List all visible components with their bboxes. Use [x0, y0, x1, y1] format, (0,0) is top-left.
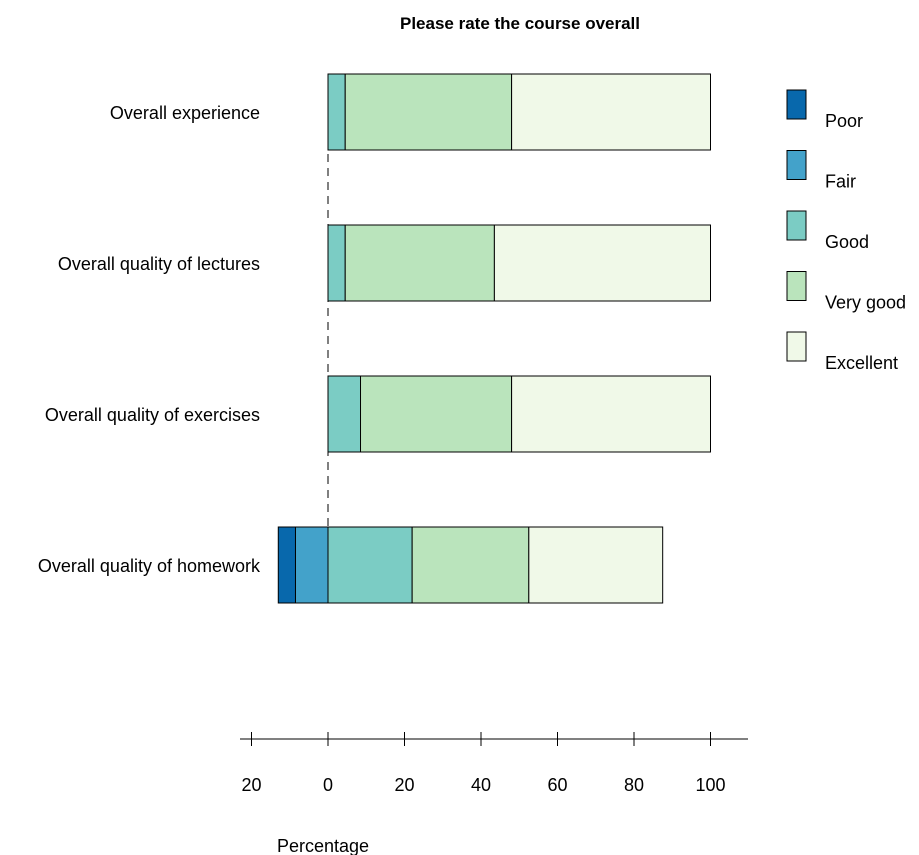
x-axis-title: Percentage: [277, 836, 369, 855]
legend-label: Excellent: [825, 353, 898, 373]
bar-segment: [327, 224, 346, 302]
legend-swatch: [786, 89, 807, 120]
bars: [277, 73, 712, 604]
bar-segment: [277, 526, 296, 604]
bar-segment: [294, 526, 329, 604]
x-tick-label: 80: [624, 775, 644, 795]
bar-segment: [411, 526, 530, 604]
bar-segment: [360, 375, 513, 453]
category-label: Overall quality of exercises: [45, 405, 260, 425]
legend-swatch: [786, 210, 807, 241]
x-tick-label: 0: [323, 775, 333, 795]
legend-swatch: [786, 331, 807, 362]
category-label: Overall experience: [110, 103, 260, 123]
x-tick-label: 100: [695, 775, 725, 795]
category-label: Overall quality of lectures: [58, 254, 260, 274]
category-labels: Overall experience Overall quality of lec…: [38, 103, 261, 576]
bar-segment: [327, 73, 346, 151]
bar-segment: [327, 526, 413, 604]
x-tick-label: 40: [471, 775, 491, 795]
chart-title: Please rate the course overall: [400, 14, 640, 33]
bar-segment: [511, 375, 711, 453]
bar-segment: [511, 73, 711, 151]
legend-label: Very good: [825, 293, 906, 313]
bar-segment: [528, 526, 664, 604]
legend-swatch: [786, 150, 807, 180]
legend-swatch: [786, 271, 807, 301]
x-tick-label: 20: [241, 775, 261, 795]
bar-segment: [327, 375, 362, 453]
bar-segment: [344, 73, 513, 151]
legend-label: Good: [825, 232, 869, 252]
category-label: Overall quality of homework: [38, 556, 261, 576]
x-axis: 20 0 20 40 60 80 100: [240, 732, 748, 795]
legend-label: Fair: [825, 172, 856, 192]
legend: Poor Fair Good Very good Excellent: [786, 89, 906, 373]
x-tick-label: 20: [394, 775, 414, 795]
bar-segment: [344, 224, 495, 302]
bar-segment: [493, 224, 712, 302]
legend-label: Poor: [825, 111, 863, 131]
x-tick-label: 60: [547, 775, 567, 795]
